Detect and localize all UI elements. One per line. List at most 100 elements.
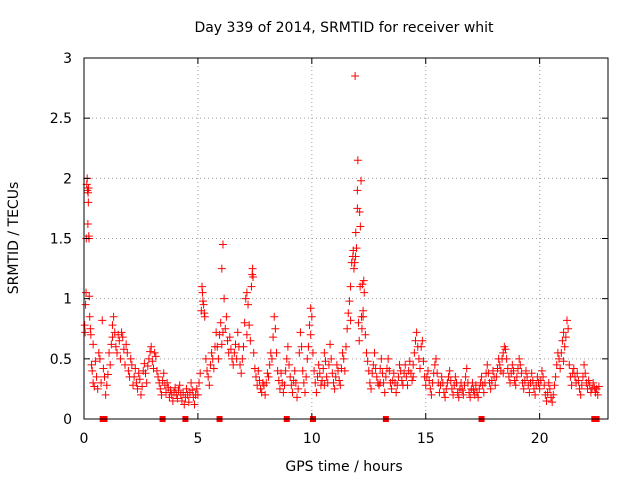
data-point	[573, 369, 582, 378]
data-point	[346, 316, 355, 325]
data-point	[338, 348, 347, 357]
data-point	[408, 376, 417, 385]
data-point	[360, 288, 369, 297]
x-tick-label: 5	[193, 431, 202, 447]
data-point	[528, 376, 537, 385]
data-point	[447, 384, 456, 393]
data-point	[422, 372, 431, 381]
data-point	[175, 381, 184, 390]
data-point	[549, 390, 558, 399]
data-point	[523, 372, 532, 381]
data-point	[130, 372, 139, 381]
data-point	[467, 384, 476, 393]
data-point	[466, 393, 475, 402]
data-point	[121, 360, 130, 369]
data-point	[594, 382, 603, 391]
data-point	[87, 360, 96, 369]
data-point	[286, 372, 295, 381]
data-point	[525, 388, 534, 397]
data-point	[569, 364, 578, 373]
data-point	[118, 333, 127, 342]
data-point	[288, 388, 297, 397]
data-point	[111, 342, 120, 351]
data-point	[136, 390, 145, 399]
data-point	[462, 364, 471, 373]
data-point	[252, 372, 261, 381]
data-point	[556, 364, 565, 373]
data-point	[424, 366, 433, 375]
data-point	[272, 348, 281, 357]
data-point	[335, 376, 344, 385]
data-point	[328, 369, 337, 378]
data-point	[242, 330, 251, 339]
data-point	[359, 276, 368, 285]
x-tick-label: 0	[80, 431, 89, 447]
data-point	[451, 372, 460, 381]
data-point	[269, 333, 278, 342]
data-point	[361, 330, 370, 339]
data-point	[363, 357, 372, 366]
data-point	[362, 348, 371, 357]
data-point	[369, 360, 378, 369]
data-point	[113, 348, 122, 357]
data-point	[157, 390, 166, 399]
data-point	[190, 400, 199, 409]
data-point	[279, 388, 288, 397]
data-point	[444, 372, 453, 381]
data-point	[389, 369, 398, 378]
data-point	[217, 340, 226, 349]
data-point	[249, 273, 258, 282]
y-tick-label: 2	[63, 171, 72, 187]
data-point	[94, 348, 103, 357]
data-point	[433, 369, 442, 378]
data-point	[593, 390, 602, 399]
data-point	[344, 309, 353, 318]
data-point	[537, 366, 546, 375]
data-point	[159, 369, 168, 378]
data-point	[346, 282, 355, 291]
data-point	[324, 360, 333, 369]
data-point	[555, 354, 564, 363]
data-point	[256, 384, 265, 393]
data-point	[109, 312, 118, 321]
data-point	[217, 264, 226, 273]
data-point	[242, 288, 251, 297]
x-axis-label: GPS time / hours	[285, 459, 402, 475]
data-point	[200, 309, 209, 318]
data-point	[491, 381, 500, 390]
data-point	[116, 354, 125, 363]
data-point	[240, 318, 249, 327]
data-point	[239, 342, 248, 351]
data-point	[499, 348, 508, 357]
data-point	[275, 384, 284, 393]
data-point	[216, 318, 225, 327]
data-point	[517, 369, 526, 378]
data-point	[419, 357, 428, 366]
data-point	[81, 328, 90, 337]
data-point	[384, 354, 393, 363]
data-point	[560, 342, 569, 351]
y-tick-label: 3	[63, 51, 72, 67]
data-point	[531, 390, 540, 399]
data-point	[192, 384, 201, 393]
data-point	[355, 336, 364, 345]
data-point	[332, 360, 341, 369]
data-point	[253, 381, 262, 390]
data-point	[516, 360, 525, 369]
data-point	[270, 312, 279, 321]
data-point	[306, 304, 315, 313]
data-point	[488, 366, 497, 375]
data-point	[173, 394, 182, 403]
data-point	[576, 390, 585, 399]
data-point	[552, 360, 561, 369]
data-point	[263, 369, 272, 378]
data-point	[277, 369, 286, 378]
data-point	[213, 342, 222, 351]
data-point	[143, 362, 152, 371]
data-point	[299, 378, 308, 387]
data-point	[207, 348, 216, 357]
data-point	[105, 348, 114, 357]
data-point	[370, 348, 379, 357]
data-point	[372, 372, 381, 381]
data-point	[108, 333, 117, 342]
